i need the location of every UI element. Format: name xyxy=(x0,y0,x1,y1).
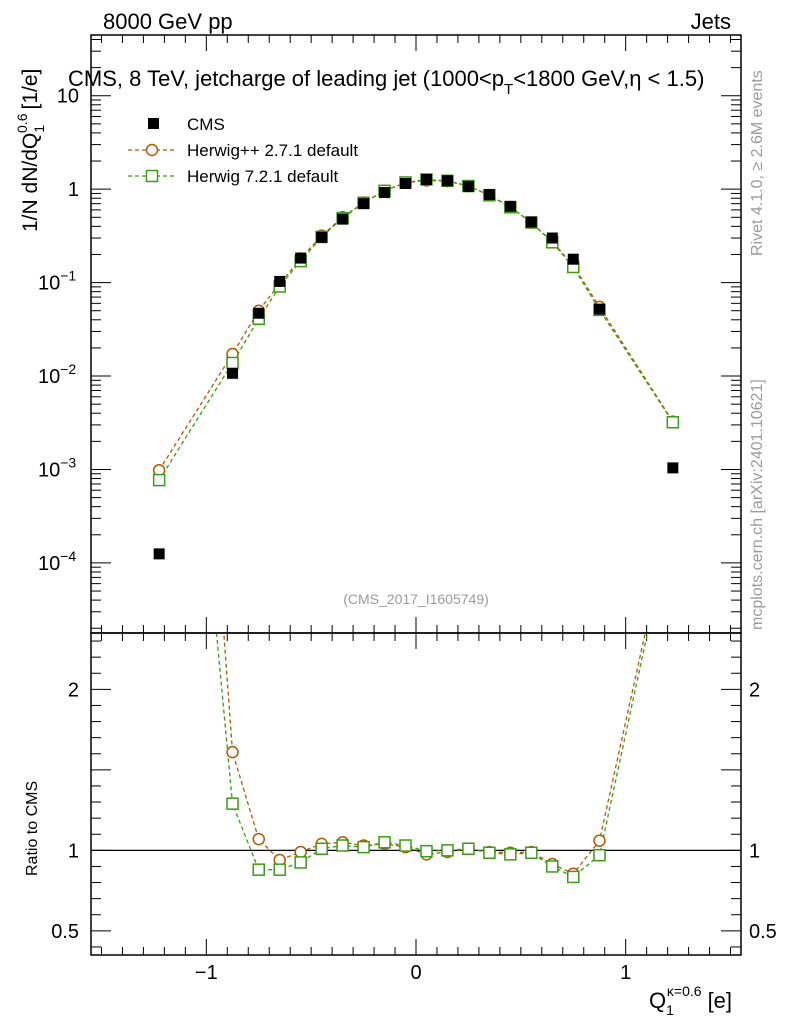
y-tick-label-main: 10−3 xyxy=(38,454,76,481)
herwig7-ratio-point xyxy=(399,839,412,852)
cms-data-point xyxy=(462,180,474,192)
main-series xyxy=(152,173,680,560)
cms-data-point xyxy=(483,189,495,201)
herwig7-ratio-point xyxy=(567,870,580,884)
herwig7-line xyxy=(158,178,674,481)
cms-data-point xyxy=(504,200,516,212)
legend-cms-label: CMS xyxy=(187,115,225,134)
herwig7-ratio-point xyxy=(504,848,517,861)
cms-data-point xyxy=(420,173,432,185)
herwigpp-line xyxy=(158,179,674,471)
herwig7-point xyxy=(226,356,239,370)
herwig7-ratio-point xyxy=(420,844,433,858)
cms-data-point xyxy=(337,213,349,225)
y-tick-label-ratio: 1 xyxy=(68,840,79,862)
ratio-series xyxy=(215,634,648,884)
y-label-superscript: 0.6 xyxy=(14,113,30,133)
cms-data-point xyxy=(358,198,370,210)
herwig7-ratio-point xyxy=(252,863,265,876)
legend-herwig7-marker xyxy=(145,169,159,183)
cms-data-point xyxy=(593,303,605,315)
y-tick-label-main: 10−4 xyxy=(38,548,76,575)
cms-data-point xyxy=(274,275,286,287)
legend-cms-marker xyxy=(148,118,159,129)
legend-herwigpp-label: Herwig++ 2.7.1 default xyxy=(187,141,358,160)
chart-title-subscript: T xyxy=(504,81,513,98)
y-tick-label-ratio-right: 0.5 xyxy=(749,921,777,943)
cms-data-point xyxy=(667,462,679,474)
tick-labels: −1 0 1 10−4 10−3 10−2 10−1 1 10 0.5 0.5 1 1 2 2 xyxy=(38,86,777,984)
y-tick-label-main: 10−1 xyxy=(38,268,76,295)
cms-data-point xyxy=(379,187,391,199)
y-axis-label-main: 1/N dN/dQ10.6[1/e] xyxy=(14,69,47,232)
herwig7-point xyxy=(666,416,680,429)
ratio-panel-frame xyxy=(90,632,742,956)
herwig7-ratio-point xyxy=(593,848,606,862)
herwig7-ratio-point xyxy=(357,840,370,854)
x-label-unit: [e] xyxy=(708,988,732,1013)
cms-data-point xyxy=(546,232,558,244)
cms-data-point xyxy=(441,175,453,187)
herwig7-ratio-point xyxy=(294,856,307,869)
legend-herwigpp-marker xyxy=(145,143,159,157)
x-axis-label: Q1κ=0.6 [e] xyxy=(649,983,732,1018)
herwig7-ratio-point xyxy=(546,860,559,873)
herwigpp-ratio-point xyxy=(226,745,239,759)
x-tick-label: −1 xyxy=(195,962,218,984)
herwig7-ratio-point xyxy=(336,839,349,852)
herwigpp-ratio-point xyxy=(294,845,307,859)
cms-data-point xyxy=(253,307,265,319)
herwig7-ratio-point xyxy=(525,846,538,860)
chart-title: CMS, 8 TeV, jetcharge of leading jet (10… xyxy=(68,66,704,98)
herwig7-ratio-point xyxy=(483,846,496,860)
herwigpp-ratio-point xyxy=(252,832,265,846)
y-tick-label-main: 10−2 xyxy=(38,361,76,388)
mcplots-text: mcplots.cern.ch [arXiv:2401.10621] xyxy=(749,379,766,630)
y-tick-label-ratio-right: 2 xyxy=(749,679,760,701)
herwig7-ratio-point xyxy=(462,842,475,855)
cms-data-point xyxy=(400,178,412,190)
legend-herwig7-label: Herwig 7.2.1 default xyxy=(187,167,338,186)
y-label-subscript: 1 xyxy=(31,125,47,133)
legend: CMS Herwig++ 2.7.1 default Herwig 7.2.1 … xyxy=(128,115,358,186)
y-tick-label-main: 1 xyxy=(68,179,79,201)
cms-data-point xyxy=(153,548,165,560)
x-label-subscript: 1 xyxy=(666,1002,674,1018)
header-right: Jets xyxy=(691,9,731,34)
herwig7-ratio-point xyxy=(315,842,328,855)
cms-data-point xyxy=(295,252,307,264)
herwig7-ratio-point xyxy=(378,836,391,849)
analysis-id: (CMS_2017_I1605749) xyxy=(343,591,489,607)
herwig7-ratio-point xyxy=(273,863,286,876)
rivet-version-text: Rivet 4.1.0, ≥ 2.6M events xyxy=(749,70,766,256)
y-tick-label-main: 10 xyxy=(57,86,79,108)
x-tick-label: 1 xyxy=(620,962,631,984)
x-label-superscript: κ=0.6 xyxy=(667,983,702,999)
herwig7-ratio-point xyxy=(441,844,454,857)
cms-data-point xyxy=(525,216,537,228)
herwigpp-ratio-line xyxy=(223,634,646,875)
herwigpp-ratio-point xyxy=(593,834,606,847)
y-tick-label-ratio-right: 1 xyxy=(749,840,760,862)
x-tick-label: 0 xyxy=(410,962,421,984)
y-tick-label-ratio: 0.5 xyxy=(51,921,79,943)
header-left: 8000 GeV pp xyxy=(103,9,233,34)
chart-title-tail: <1800 GeV,η < 1.5) xyxy=(513,66,704,91)
herwig7-point xyxy=(152,473,166,487)
cms-data-point xyxy=(567,253,579,265)
y-tick-label-ratio: 2 xyxy=(68,679,79,701)
herwig7-ratio-point xyxy=(226,797,239,810)
cms-data-point xyxy=(227,367,239,379)
y-axis-label-ratio: Ratio to CMS xyxy=(24,781,41,876)
cms-data-point xyxy=(316,231,328,243)
y-label-unit: [1/e] xyxy=(19,69,42,110)
